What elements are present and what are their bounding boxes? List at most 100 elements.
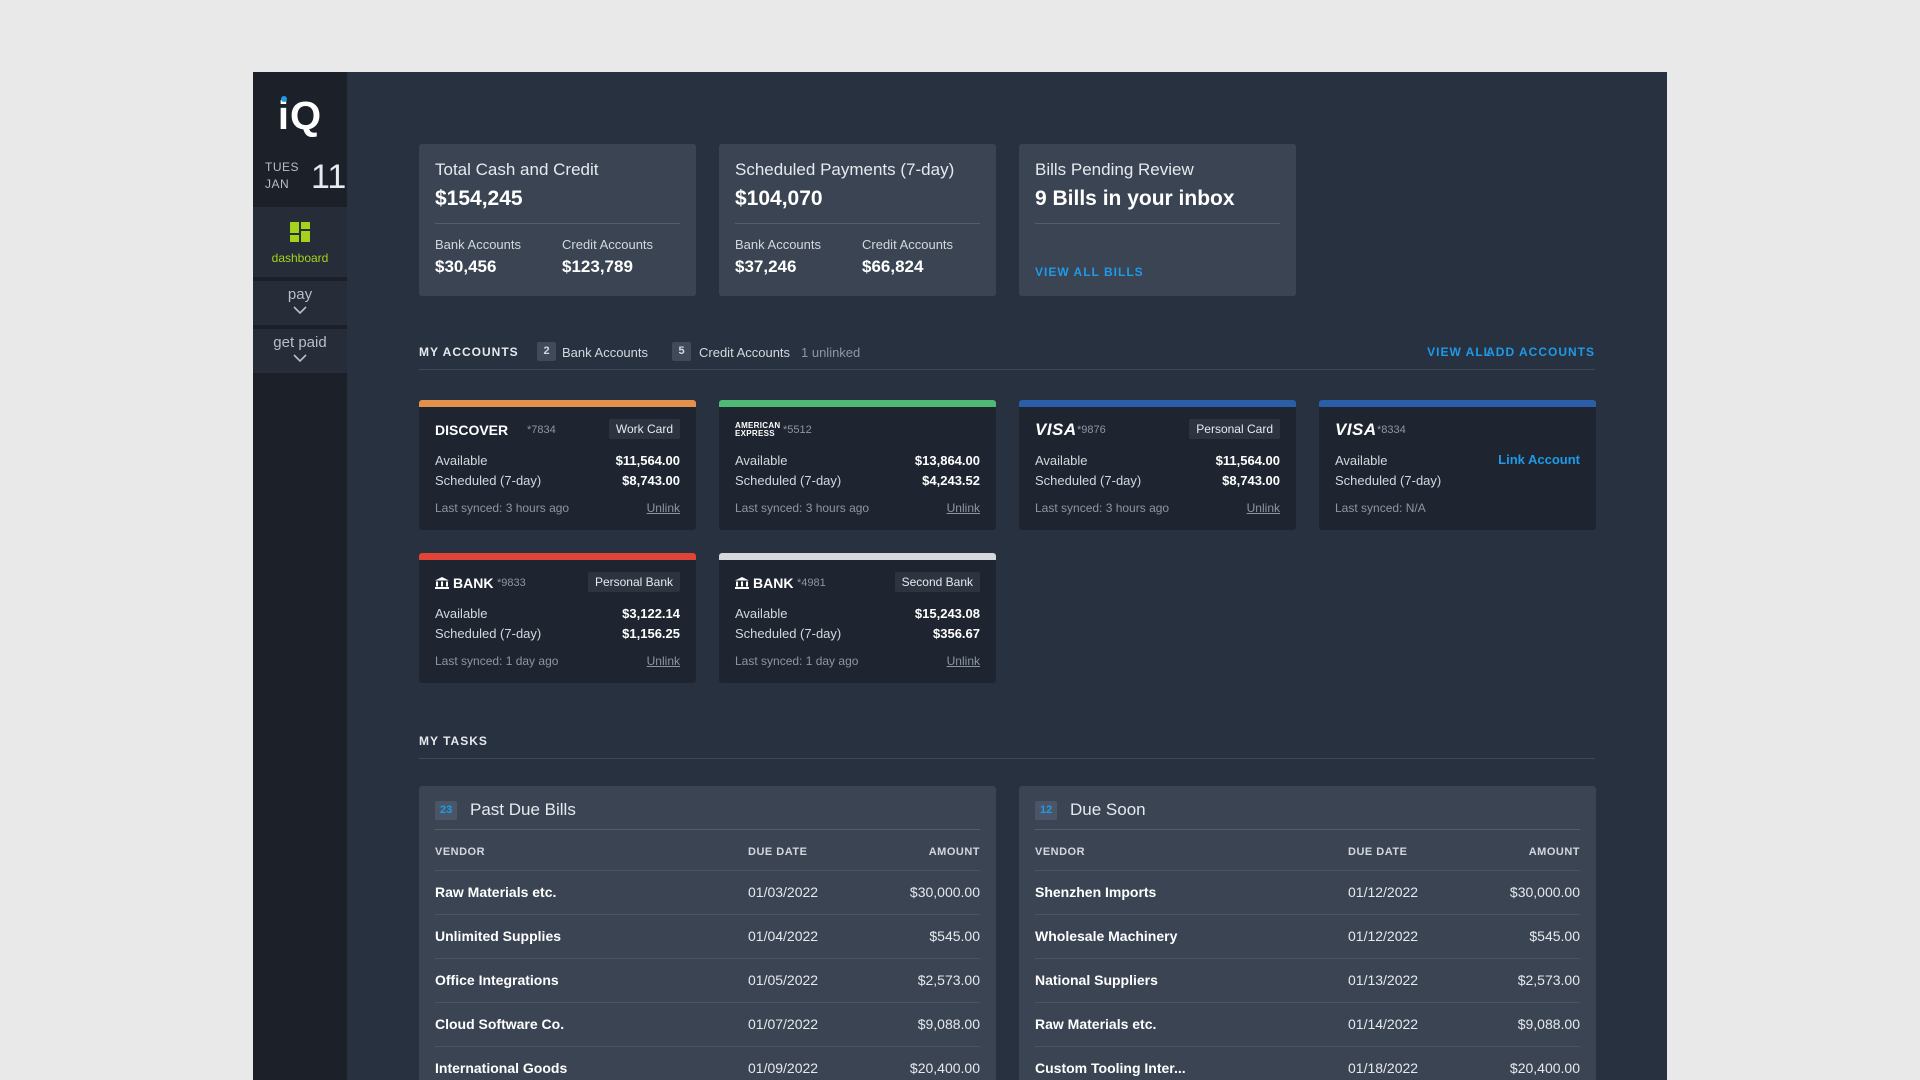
available-label: Available — [735, 606, 788, 621]
amount: $9,088.00 — [917, 1016, 980, 1032]
scheduled-label: Scheduled (7-day) — [735, 626, 842, 641]
credit-accounts-filter[interactable]: Credit Accounts — [699, 345, 791, 360]
table-row[interactable]: Custom Tooling Inter... 01/18/2022 $20,400… — [1035, 1046, 1580, 1080]
task-card-due-soon: 12 Due Soon VENDOR DUE DATE AMOUNT Shenz… — [1019, 786, 1596, 1080]
column-header-vendor[interactable]: VENDOR — [1035, 846, 1086, 858]
table-row[interactable]: Raw Materials etc. 01/03/2022 $30,000.00 — [435, 870, 980, 914]
amount: $2,573.00 — [1517, 972, 1580, 988]
vendor-name: Unlimited Supplies — [435, 928, 562, 944]
table-row[interactable]: Wholesale Machinery 01/12/2022 $545.00 — [1035, 914, 1580, 958]
unlink-button[interactable]: Unlink — [946, 501, 980, 515]
bank-logo: BANK — [735, 575, 793, 591]
account-card-discover-7834[interactable]: DISCOVER *7834 Work Card Available $11,5… — [419, 400, 696, 530]
table-row[interactable]: Shenzhen Imports 01/12/2022 $30,000.00 — [1035, 870, 1580, 914]
add-accounts-link[interactable]: ADD ACCOUNTS — [1486, 345, 1595, 359]
logo-dot-icon — [281, 96, 287, 102]
column-header-amount[interactable]: AMOUNT — [1528, 846, 1580, 858]
link-account-button[interactable]: Link Account — [1498, 452, 1580, 467]
vendor-name: Custom Tooling Inter... — [1035, 1060, 1186, 1076]
nav-item-pay[interactable]: pay — [253, 281, 347, 325]
summary-credit-label: Credit Accounts — [562, 237, 654, 252]
amount: $20,400.00 — [1509, 1060, 1580, 1076]
table-row[interactable]: Unlimited Supplies 01/04/2022 $545.00 — [435, 914, 980, 958]
unlinked-count: 1 unlinked — [801, 345, 861, 360]
summary-amount: $104,070 — [735, 187, 823, 210]
amex-logo: AMERICAN EXPRESS — [735, 421, 781, 438]
available-value: $3,122.14 — [622, 606, 680, 621]
column-header-vendor[interactable]: VENDOR — [435, 846, 486, 858]
column-header-due-date[interactable]: DUE DATE — [748, 846, 808, 858]
bank-count-badge: 2 — [537, 342, 556, 361]
scheduled-value: $4,243.52 — [922, 473, 980, 488]
vendor-name: Raw Materials etc. — [1035, 1016, 1157, 1032]
account-last4: *8334 — [1377, 424, 1406, 436]
due-date: 01/14/2022 — [1348, 1016, 1419, 1032]
date-day: 11 — [311, 158, 347, 196]
account-last4: *7834 — [527, 424, 556, 436]
scheduled-value: $8,743.00 — [1222, 473, 1280, 488]
summary-credit-label: Credit Accounts — [862, 237, 954, 252]
last-synced: Last synced: 1 day ago — [435, 654, 559, 668]
vendor-name: Raw Materials etc. — [435, 884, 557, 900]
nav-item-get-paid[interactable]: get paid — [253, 329, 347, 373]
due-date: 01/05/2022 — [748, 972, 819, 988]
summary-amount: $154,245 — [435, 187, 523, 210]
available-value: $13,864.00 — [914, 453, 980, 468]
unlink-button[interactable]: Unlink — [646, 654, 680, 668]
account-card-visa-9876[interactable]: VISA *9876 Personal Card Available $11,5… — [1019, 400, 1296, 530]
account-card-bank-9833[interactable]: BANK *9833 Personal Bank Available $3,12… — [419, 553, 696, 683]
task-title[interactable]: Due Soon — [1070, 800, 1146, 819]
vendor-name: National Suppliers — [1035, 972, 1158, 988]
summary-amount: 9 Bills in your inbox — [1035, 187, 1235, 210]
available-value: $11,564.00 — [1215, 453, 1280, 468]
unlink-button[interactable]: Unlink — [1246, 501, 1280, 515]
bank-accounts-filter[interactable]: Bank Accounts — [562, 345, 648, 360]
vendor-name: Shenzhen Imports — [1035, 884, 1157, 900]
table-row[interactable]: National Suppliers 01/13/2022 $2,573.00 — [1035, 958, 1580, 1002]
account-card-amex-5512[interactable]: AMERICAN EXPRESS *5512 Available $13,864.… — [719, 400, 996, 530]
summary-card-scheduled-payments: Scheduled Payments (7-day) $104,070 Bank… — [719, 144, 996, 296]
unlink-button[interactable]: Unlink — [646, 501, 680, 515]
accounts-section-header: MY ACCOUNTS 2 Bank Accounts 5 Credit Acc… — [419, 340, 1595, 370]
due-date: 01/03/2022 — [748, 884, 819, 900]
task-title[interactable]: Past Due Bills — [470, 800, 576, 819]
last-synced: Last synced: N/A — [1335, 501, 1426, 515]
account-card-bank-4981[interactable]: BANK *4981 Second Bank Available $15,243… — [719, 553, 996, 683]
summary-title: Bills Pending Review — [1035, 160, 1194, 179]
column-header-due-date[interactable]: DUE DATE — [1348, 846, 1408, 858]
last-synced: Last synced: 3 hours ago — [735, 501, 870, 515]
credit-count-badge: 5 — [672, 342, 691, 361]
column-header-amount[interactable]: AMOUNT — [928, 846, 980, 858]
summary-bank-value: $30,456 — [435, 257, 497, 276]
nav-dashboard-label: dashboard — [271, 251, 329, 265]
nav-get-paid-label: get paid — [273, 334, 327, 351]
account-card-visa-8334[interactable]: VISA *8334 Available Link Account Schedu… — [1319, 400, 1596, 530]
available-label: Available — [735, 453, 788, 468]
table-row[interactable]: Office Integrations 01/05/2022 $2,573.00 — [435, 958, 980, 1002]
available-value: $11,564.00 — [615, 453, 680, 468]
tasks-section-header: MY TASKS — [419, 729, 1595, 759]
scheduled-label: Scheduled (7-day) — [735, 473, 842, 488]
last-synced: Last synced: 1 day ago — [735, 654, 859, 668]
due-date: 01/12/2022 — [1348, 884, 1419, 900]
table-row[interactable]: International Goods 01/09/2022 $20,400.00 — [435, 1046, 980, 1080]
available-label: Available — [1335, 453, 1388, 468]
accounts-section-title: MY ACCOUNTS — [419, 345, 519, 359]
table-row[interactable]: Raw Materials etc. 01/14/2022 $9,088.00 — [1035, 1002, 1580, 1046]
due-date: 01/18/2022 — [1348, 1060, 1419, 1076]
app-logo[interactable]: iQ — [277, 94, 323, 138]
view-all-accounts-link[interactable]: VIEW ALL — [1427, 345, 1492, 359]
chevron-down-icon — [293, 354, 307, 363]
scheduled-value: $8,743.00 — [622, 473, 680, 488]
table-row[interactable]: Cloud Software Co. 01/07/2022 $9,088.00 — [435, 1002, 980, 1046]
account-tag: Personal Card — [1189, 419, 1280, 439]
view-all-bills-link[interactable]: VIEW ALL BILLS — [1035, 265, 1144, 279]
summary-card-bills-pending: Bills Pending Review 9 Bills in your inb… — [1019, 144, 1296, 296]
summary-title: Total Cash and Credit — [435, 160, 599, 179]
unlink-button[interactable]: Unlink — [946, 654, 980, 668]
available-label: Available — [435, 453, 488, 468]
vendor-name: Cloud Software Co. — [435, 1016, 565, 1032]
nav-item-dashboard[interactable]: dashboard — [253, 207, 347, 277]
due-date: 01/09/2022 — [748, 1060, 819, 1076]
available-label: Available — [1035, 453, 1088, 468]
